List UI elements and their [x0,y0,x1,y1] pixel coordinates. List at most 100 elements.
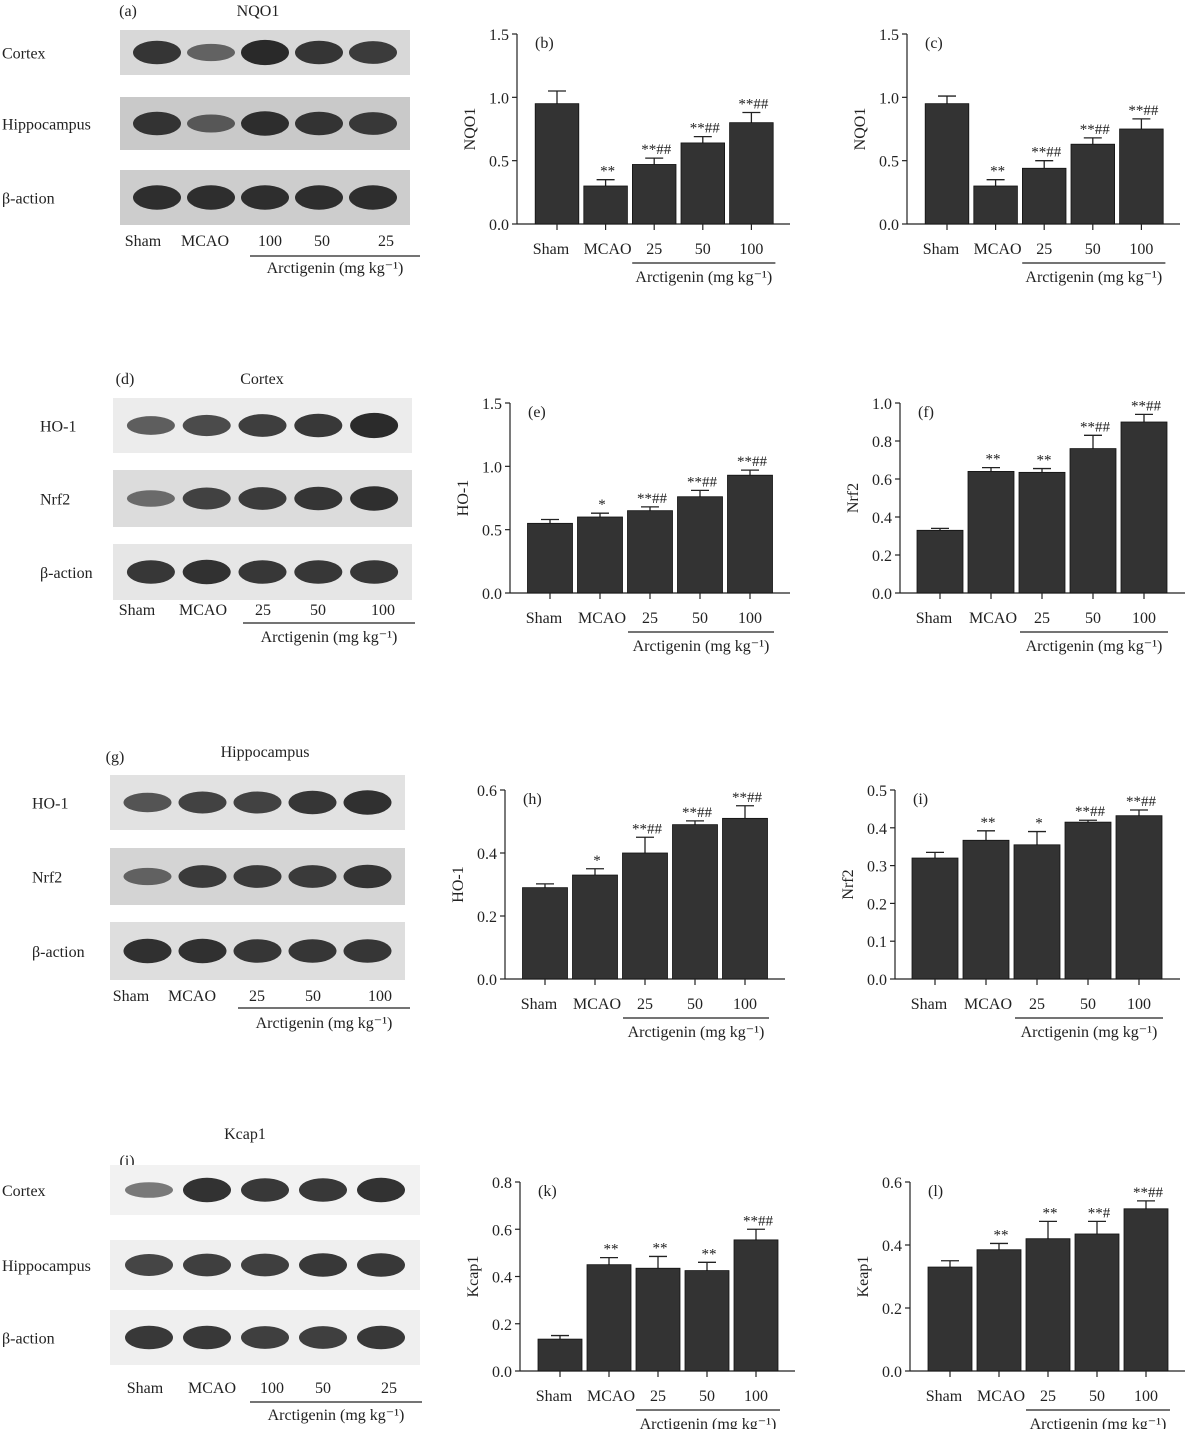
bar [973,185,1018,225]
x-tick-label: 100 [1127,996,1151,1013]
bar [1013,844,1061,980]
y-axis-label: Nrf2 [840,869,857,899]
bar [1064,821,1112,980]
bar [627,510,673,594]
bar [1022,167,1067,225]
x-tick-label: 25 [1034,610,1050,627]
lane-label: MCAO [179,602,227,619]
bar [1120,421,1168,594]
significance-label: **# [1088,1205,1111,1221]
bar [586,1264,632,1372]
bar [577,516,623,594]
y-tick-label: 0.0 [492,1364,512,1381]
y-tick-label: 0.2 [872,548,892,565]
bar [527,522,573,594]
blot-band [233,865,282,888]
significance-label: **## [641,142,672,158]
blot-band [183,1177,231,1203]
x-tick-label: 25 [1029,996,1045,1013]
x-tick-label: 50 [695,241,711,258]
blot-band [123,867,172,886]
significance-label: **## [732,790,763,806]
x-tick-label: 25 [637,996,653,1013]
bar [583,185,628,225]
blot-band [182,559,231,585]
x-tick-label: 25 [1036,241,1052,258]
bar [632,164,677,225]
blot-band [295,40,343,65]
x-axis-label: Arctigenin (mg kg⁻¹) [640,1416,777,1429]
blot-band [123,792,172,813]
significance-label: ** [1043,1205,1058,1221]
panel-label: (d) [116,371,135,388]
x-axis-label: Arctigenin (mg kg⁻¹) [635,269,772,286]
x-axis-label: Arctigenin (mg kg⁻¹) [633,638,770,655]
blot-band [133,185,181,210]
panel-label: (c) [925,35,943,52]
y-tick-label: 1.0 [872,396,892,413]
y-tick-label: 0.6 [492,1222,512,1239]
blot-band [294,413,343,438]
blot-row-label: HO-1 [40,419,76,436]
blot-band [288,939,337,963]
blot-band [357,1325,405,1350]
x-tick-label: Sham [926,1388,963,1405]
blot-title: NQO1 [237,3,280,20]
western-blot-panel: (g) Hippocampus HO-1 Nrf2 β-action Sham MCAO 25… [32,744,410,1032]
significance-label: **## [1128,103,1159,119]
significance-label: * [593,853,601,869]
y-tick-label: 0.2 [867,896,887,913]
blot-band [299,1326,347,1349]
y-tick-label: 0.0 [867,972,887,989]
blot-band [288,790,337,815]
y-tick-label: 0.2 [477,909,497,926]
significance-label: ** [986,452,1001,468]
significance-label: **## [1133,1185,1164,1201]
y-tick-label: 0.0 [882,1364,902,1381]
blot-band [241,1178,289,1202]
y-axis-label: Keap1 [855,1256,872,1298]
significance-label: ** [1037,453,1052,469]
significance-label: ** [600,164,615,180]
significance-label: **## [1080,122,1111,138]
blot-row-label: Hippocampus [2,117,91,134]
lane-label: 50 [314,233,330,250]
y-tick-label: 1.0 [482,459,502,476]
blot-row-label: β-action [2,191,55,208]
lane-label: 100 [258,233,282,250]
blot-row [110,775,405,830]
blot-band [294,486,343,511]
blot-band [126,416,175,435]
blot-row [120,170,410,225]
x-tick-label: 50 [1080,996,1096,1013]
x-tick-label: 100 [739,241,763,258]
significance-label: ** [604,1242,619,1258]
bar [1074,1233,1120,1372]
blot-band [343,939,392,963]
bar [680,142,725,225]
blot-band [187,43,235,62]
x-axis-label: Arctigenin (mg kg⁻¹) [1021,1024,1158,1041]
blot-band [133,40,181,65]
x-tick-label: MCAO [584,241,632,258]
blot-band [183,1325,231,1350]
significance-label: **## [1031,145,1062,161]
bar [635,1267,681,1372]
bar [927,1266,973,1372]
bar-chart: 0.0 0.2 0.4 0.6 HO-1 (h) Sham * MCAO **## 25 **## 50… [450,783,785,1041]
panel-label: (f) [918,404,934,421]
bar [684,1270,730,1372]
x-tick-label: 25 [642,610,658,627]
x-tick-label: 100 [738,610,762,627]
treatment-label: Arctigenin (mg kg⁻¹) [261,629,398,646]
y-tick-label: 0.5 [879,154,899,171]
significance-label: * [598,497,606,513]
lane-label: Sham [119,602,156,619]
treatment-label: Arctigenin (mg kg⁻¹) [268,1407,405,1424]
bar [962,839,1010,980]
y-tick-label: 0.5 [867,783,887,800]
bar [1025,1238,1071,1372]
lane-label: 50 [305,988,321,1005]
bar [976,1249,1022,1372]
bar-chart: 0.0 0.2 0.4 0.6 0.8 1.0 Nrf2 (f) Sham ** MCAO ** 25 *… [845,396,1185,655]
